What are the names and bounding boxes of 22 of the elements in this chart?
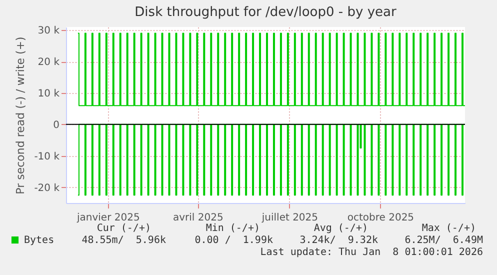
- x-tick-label: avril 2025: [173, 212, 224, 224]
- y-tick-label: 0: [53, 120, 60, 131]
- text: Max (-/+): [422, 223, 476, 234]
- legend-label: Bytes: [24, 235, 54, 246]
- text: 48.55m/ 5.96k: [82, 235, 166, 246]
- y-tick-label: -10 k: [34, 151, 60, 162]
- text: Last update: Thu Jan 8 01:00:01 2026: [260, 247, 483, 258]
- y-tick-label: 20 k: [38, 57, 60, 68]
- y-tick-label: -20 k: [34, 182, 60, 194]
- text: 0.00 / 1.99k: [194, 235, 273, 246]
- text: Min (-/+): [206, 223, 260, 234]
- x-tick-label: juillet 2025: [260, 212, 318, 224]
- chart-title: Disk throughput for /dev/loop0 - by year: [134, 5, 397, 20]
- x-tick-label: octobre 2025: [347, 212, 414, 224]
- text: 3.24k/ 9.32k: [300, 235, 378, 246]
- x-tick-label: janvier 2025: [76, 212, 140, 224]
- text: Avg (-/+): [314, 223, 368, 234]
- y-tick-label: 10 k: [38, 88, 60, 100]
- y-tick-label: 30 k: [38, 26, 60, 37]
- text: 6.25M/ 6.49M: [404, 235, 483, 246]
- text: Cur (-/+): [96, 223, 151, 234]
- y-axis-title: Pr second read (-) / write (+): [14, 36, 28, 194]
